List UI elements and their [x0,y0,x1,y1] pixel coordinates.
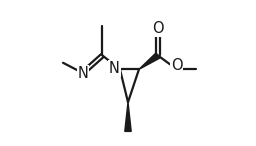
Text: O: O [171,58,183,73]
Polygon shape [125,102,131,131]
Text: N: N [77,66,88,80]
Text: N: N [109,61,120,76]
Polygon shape [139,53,160,69]
Text: O: O [152,21,164,36]
